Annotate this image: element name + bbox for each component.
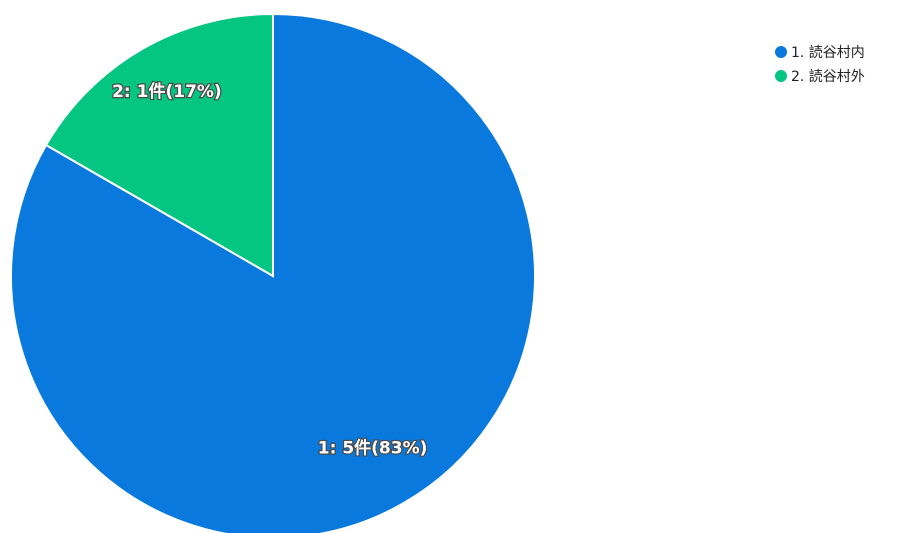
- legend-item-1[interactable]: 1. 読谷村内: [775, 40, 865, 64]
- legend-label-2: 2. 読谷村外: [791, 69, 865, 85]
- pie-slice-2[interactable]: [44, 12, 274, 278]
- legend-swatch-2: [775, 70, 787, 82]
- legend-label-1: 1. 読谷村内: [791, 45, 865, 61]
- legend: 1. 読谷村内 2. 読谷村外: [775, 40, 865, 88]
- legend-swatch-1: [775, 46, 787, 58]
- pie-slice-1[interactable]: [10, 12, 536, 533]
- slice-label-1: 1: 5件(83%): [318, 437, 428, 458]
- legend-item-2[interactable]: 2. 読谷村外: [775, 64, 865, 88]
- slice-label-2: 2: 1件(17%): [112, 81, 222, 102]
